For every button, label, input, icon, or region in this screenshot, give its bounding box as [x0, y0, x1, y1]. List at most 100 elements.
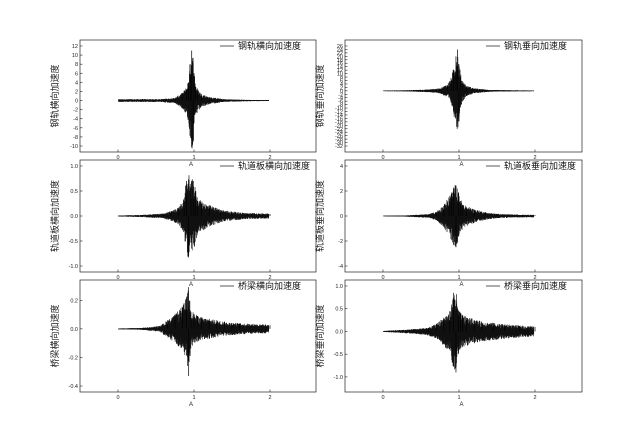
legend-label: 轨道板横向加速度 — [238, 160, 310, 172]
x-tick-label: 0 — [116, 275, 119, 281]
x-tick-label: 0 — [381, 155, 384, 161]
x-tick-label: 0 — [116, 155, 119, 161]
y-tick-label: -18 — [335, 120, 343, 126]
y-tick-label: 0.0 — [335, 329, 343, 335]
y-tick-label: 10 — [72, 53, 78, 59]
y-axis-label: 桥梁垂向加速度 — [314, 304, 326, 367]
y-tick-label: 8 — [75, 62, 78, 68]
y-tick-label: 18 — [337, 58, 343, 64]
y-tick-label: 2 — [340, 189, 343, 195]
x-tick-label: 0 — [116, 395, 119, 401]
y-tick-label: -2 — [73, 108, 78, 114]
y-tick-label: -12 — [335, 110, 343, 116]
legend-label: 轨道板垂向加速度 — [504, 160, 576, 172]
y-tick-label: -30 — [335, 141, 343, 147]
y-tick-label: -22 — [335, 127, 343, 133]
plot-frame — [79, 279, 317, 393]
y-tick-label: -0.5 — [69, 239, 78, 245]
x-axis-label: A — [459, 162, 463, 168]
legend-label: 钢轨垂向加速度 — [504, 40, 567, 52]
x-tick-label: 2 — [268, 155, 271, 161]
x-axis-label: A — [189, 162, 193, 168]
legend-label: 钢轨横向加速度 — [238, 40, 301, 52]
x-tick-label: 2 — [268, 275, 271, 281]
y-tick-label: -4 — [338, 264, 343, 270]
y-tick-label: -2 — [338, 239, 343, 245]
y-tick-label: -32 — [335, 144, 343, 150]
y-axis-label: 轨道板垂向加速度 — [314, 180, 326, 252]
y-tick-label: 20 — [337, 54, 343, 60]
y-tick-label: -6 — [338, 99, 343, 105]
y-tick-label: 26 — [337, 44, 343, 50]
x-axis-label: A — [189, 402, 193, 408]
signal-trace — [383, 294, 535, 370]
x-tick-label: 1 — [457, 395, 460, 401]
y-tick-label: 0.0 — [70, 214, 78, 220]
y-axis-label: 钢轨横向加速度 — [49, 64, 61, 127]
y-tick-label: -24 — [335, 130, 343, 136]
y-axis-label: 轨道板横向加速度 — [49, 180, 61, 252]
x-tick-label: 2 — [533, 275, 536, 281]
y-tick-label: -0.2 — [69, 355, 78, 361]
x-tick-label: 2 — [533, 395, 536, 401]
y-tick-label: -10 — [335, 106, 343, 112]
signal-trace — [383, 57, 535, 129]
y-axis-label: 桥梁横向加速度 — [49, 304, 61, 367]
x-axis-label: A — [459, 282, 463, 288]
y-tick-label: -8 — [73, 135, 78, 141]
y-tick-label: 0.2 — [70, 298, 78, 304]
plot-frame — [79, 39, 317, 153]
y-tick-label: -4 — [338, 96, 343, 102]
y-axis-label: 钢轨垂向加速度 — [314, 64, 326, 127]
y-tick-label: -0.5 — [334, 352, 343, 358]
y-tick-label: 2 — [340, 85, 343, 91]
y-tick-label: 4 — [340, 82, 343, 88]
y-tick-label: 0.0 — [70, 327, 78, 333]
chart-panel-2: -32-30-28-26-24-22-20-18-16-14-12-10-8-6… — [314, 39, 583, 168]
y-tick-label: -8 — [338, 103, 343, 109]
y-tick-label: -10 — [70, 144, 78, 150]
x-tick-label: 1 — [457, 155, 460, 161]
signal-trace — [118, 175, 270, 258]
y-tick-label: 0 — [75, 99, 78, 105]
x-tick-label: 1 — [192, 155, 195, 161]
x-axis-label: A — [189, 282, 193, 288]
x-tick-label: 1 — [192, 275, 195, 281]
y-tick-label: 4 — [75, 80, 78, 86]
y-tick-label: 12 — [72, 44, 78, 50]
plot-frame — [344, 39, 583, 153]
x-tick-label: 1 — [192, 395, 195, 401]
y-tick-label: -2 — [338, 92, 343, 98]
y-tick-label: 24 — [337, 47, 343, 53]
plot-frame — [344, 279, 583, 393]
y-tick-label: -20 — [335, 123, 343, 129]
y-tick-label: 6 — [340, 78, 343, 84]
y-tick-label: 22 — [337, 51, 343, 57]
y-tick-label: 1.0 — [70, 164, 78, 170]
y-tick-label: -4 — [73, 117, 78, 123]
y-tick-label: -16 — [335, 116, 343, 122]
y-tick-label: 1.0 — [335, 284, 343, 290]
y-tick-label: 16 — [337, 61, 343, 67]
y-tick-label: 14 — [337, 65, 343, 71]
y-tick-label: -28 — [335, 137, 343, 143]
y-tick-label: 6 — [75, 71, 78, 77]
y-tick-label: 12 — [337, 68, 343, 74]
y-tick-label: 0.5 — [335, 307, 343, 313]
signal-trace — [383, 185, 535, 247]
y-tick-label: -1.0 — [334, 375, 343, 381]
y-tick-label: 10 — [337, 72, 343, 78]
y-tick-label: 4 — [340, 164, 343, 170]
y-tick-label: -26 — [335, 134, 343, 140]
legend-label: 桥梁垂向加速度 — [504, 280, 567, 292]
y-tick-label: 2 — [75, 89, 78, 95]
x-tick-label: 2 — [533, 155, 536, 161]
y-tick-label: -14 — [335, 113, 343, 119]
y-tick-label: 0 — [340, 89, 343, 95]
legend-label: 桥梁横向加速度 — [238, 280, 301, 292]
